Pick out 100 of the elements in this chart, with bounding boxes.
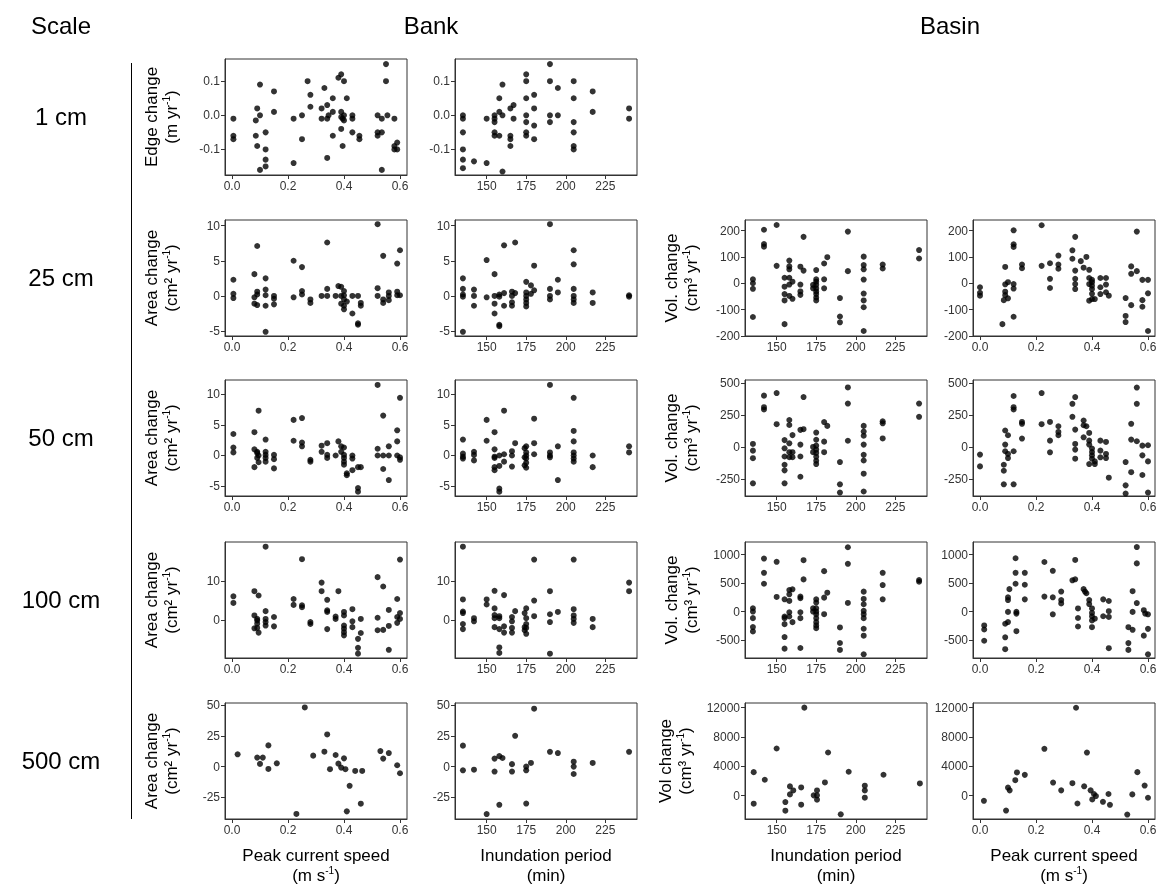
x-tick-label: 150 bbox=[476, 662, 497, 676]
y-tick-label: 0 bbox=[733, 604, 741, 619]
y-tick-label: -500 bbox=[715, 633, 741, 648]
x-tick-label: 0.6 bbox=[1139, 340, 1157, 354]
x-tick-label: 225 bbox=[885, 340, 906, 354]
y-tick-label: 0 bbox=[443, 448, 451, 463]
x-tick-label: 0.2 bbox=[279, 340, 297, 354]
y-tick-label: 25 bbox=[206, 728, 221, 743]
y-tick-label: 0 bbox=[443, 613, 451, 628]
text: Basin bbox=[918, 12, 981, 40]
x-tick-label: 0.0 bbox=[971, 500, 989, 514]
y-tick-label: -5 bbox=[209, 479, 221, 494]
y-tick-label: -25 bbox=[432, 790, 451, 805]
x-tick-label: 225 bbox=[595, 500, 616, 514]
x-tick-label: 200 bbox=[555, 662, 577, 676]
x-tick-label: 0.6 bbox=[1139, 662, 1157, 676]
x-tick-label: 0.2 bbox=[1027, 662, 1045, 676]
y-tick-label: 0 bbox=[443, 759, 451, 774]
text: 500 cm bbox=[20, 747, 102, 775]
y-tick-label: -5 bbox=[439, 479, 451, 494]
x-tick-label: 200 bbox=[845, 662, 867, 676]
x-tick-label: 175 bbox=[516, 500, 537, 514]
x-tick-label: 175 bbox=[516, 340, 537, 354]
y-tick-label: 0 bbox=[961, 604, 969, 619]
x-tick-label: 200 bbox=[555, 179, 577, 193]
y-tick-label: 5 bbox=[213, 253, 221, 268]
x-tick-label: 0.4 bbox=[335, 500, 353, 514]
y-tick-label: -250 bbox=[943, 472, 969, 487]
y-tick-label: 0 bbox=[443, 288, 451, 303]
x-tick-label: 0.4 bbox=[1083, 823, 1101, 837]
y-tick-label: 5 bbox=[443, 417, 451, 432]
x-axis-title: Inundation period (min) bbox=[480, 845, 612, 885]
y-tick-label: -0.1 bbox=[199, 142, 221, 157]
x-tick-label: 225 bbox=[595, 340, 616, 354]
x-tick-label: 175 bbox=[806, 500, 827, 514]
x-tick-label: 175 bbox=[516, 823, 537, 837]
y-tick-label: 0 bbox=[213, 613, 221, 628]
y-tick-label: -100 bbox=[943, 302, 969, 317]
x-tick-label: 200 bbox=[555, 500, 577, 514]
y-tick-label: 100 bbox=[719, 249, 741, 264]
y-tick-label: 0.0 bbox=[203, 108, 221, 123]
text: 50 cm bbox=[27, 424, 95, 452]
x-tick-label: 0.4 bbox=[1083, 340, 1101, 354]
x-tick-label: 175 bbox=[806, 340, 827, 354]
x-tick-label: 175 bbox=[516, 179, 537, 193]
y-tick-label: 0.0 bbox=[433, 108, 451, 123]
x-tick-label: 0.2 bbox=[1027, 500, 1045, 514]
x-tick-label: 0.4 bbox=[1083, 662, 1101, 676]
y-tick-label: -0.1 bbox=[429, 142, 451, 157]
y-tick-label: -5 bbox=[439, 324, 451, 339]
y-tick-label: 10 bbox=[436, 218, 451, 233]
x-tick-label: 200 bbox=[555, 340, 577, 354]
y-tick-label: 5 bbox=[443, 253, 451, 268]
y-tick-label: 0 bbox=[961, 440, 969, 455]
y-tick-label: 8000 bbox=[941, 729, 969, 744]
x-tick-label: 0.0 bbox=[223, 340, 241, 354]
y-tick-label: 0 bbox=[213, 448, 221, 463]
x-tick-label: 200 bbox=[845, 823, 867, 837]
y-tick-label: 50 bbox=[436, 697, 451, 712]
text: 25 cm bbox=[27, 264, 95, 292]
x-tick-label: 150 bbox=[476, 340, 497, 354]
y-tick-label: 0 bbox=[733, 440, 741, 455]
y-tick-label: 1000 bbox=[941, 547, 969, 562]
text: 1 cm bbox=[34, 103, 88, 131]
y-tick-label: 500 bbox=[719, 376, 741, 391]
x-tick-label: 0.0 bbox=[223, 662, 241, 676]
x-tick-label: 150 bbox=[476, 823, 497, 837]
x-tick-label: 0.2 bbox=[1027, 823, 1045, 837]
x-tick-label: 0.4 bbox=[1083, 500, 1101, 514]
y-tick-label: 0 bbox=[213, 288, 221, 303]
x-tick-label: 175 bbox=[516, 662, 537, 676]
y-tick-label: 0 bbox=[961, 788, 969, 803]
y-tick-label: -200 bbox=[943, 329, 969, 343]
x-tick-label: 200 bbox=[845, 500, 867, 514]
y-tick-label: 500 bbox=[719, 576, 741, 591]
y-tick-label: 10 bbox=[206, 218, 221, 233]
y-tick-label: 0.1 bbox=[433, 74, 451, 89]
x-tick-label: 0.0 bbox=[223, 500, 241, 514]
y-tick-label: 10 bbox=[436, 574, 451, 589]
x-tick-label: 0.6 bbox=[1139, 500, 1157, 514]
y-tick-label: 500 bbox=[947, 576, 969, 591]
y-tick-label: 0 bbox=[213, 759, 221, 774]
x-tick-label: 0.6 bbox=[391, 179, 409, 193]
y-tick-label: 1000 bbox=[713, 547, 741, 562]
x-tick-label: 150 bbox=[766, 823, 787, 837]
y-tick-label: -100 bbox=[715, 302, 741, 317]
y-tick-label: -200 bbox=[715, 329, 741, 343]
y-tick-label: 5 bbox=[213, 417, 221, 432]
text: Scale bbox=[29, 12, 92, 40]
x-tick-label: 0.4 bbox=[335, 662, 353, 676]
x-tick-label: 0.6 bbox=[391, 340, 409, 354]
x-tick-label: 0.6 bbox=[391, 662, 409, 676]
y-tick-label: 10 bbox=[206, 387, 221, 402]
text: Bank bbox=[402, 12, 460, 40]
x-tick-label: 0.4 bbox=[335, 823, 353, 837]
x-tick-label: 150 bbox=[766, 500, 787, 514]
y-tick-label: -25 bbox=[202, 790, 221, 805]
y-tick-label: 100 bbox=[947, 249, 969, 264]
x-tick-label: 0.0 bbox=[223, 823, 241, 837]
x-tick-label: 175 bbox=[806, 823, 827, 837]
